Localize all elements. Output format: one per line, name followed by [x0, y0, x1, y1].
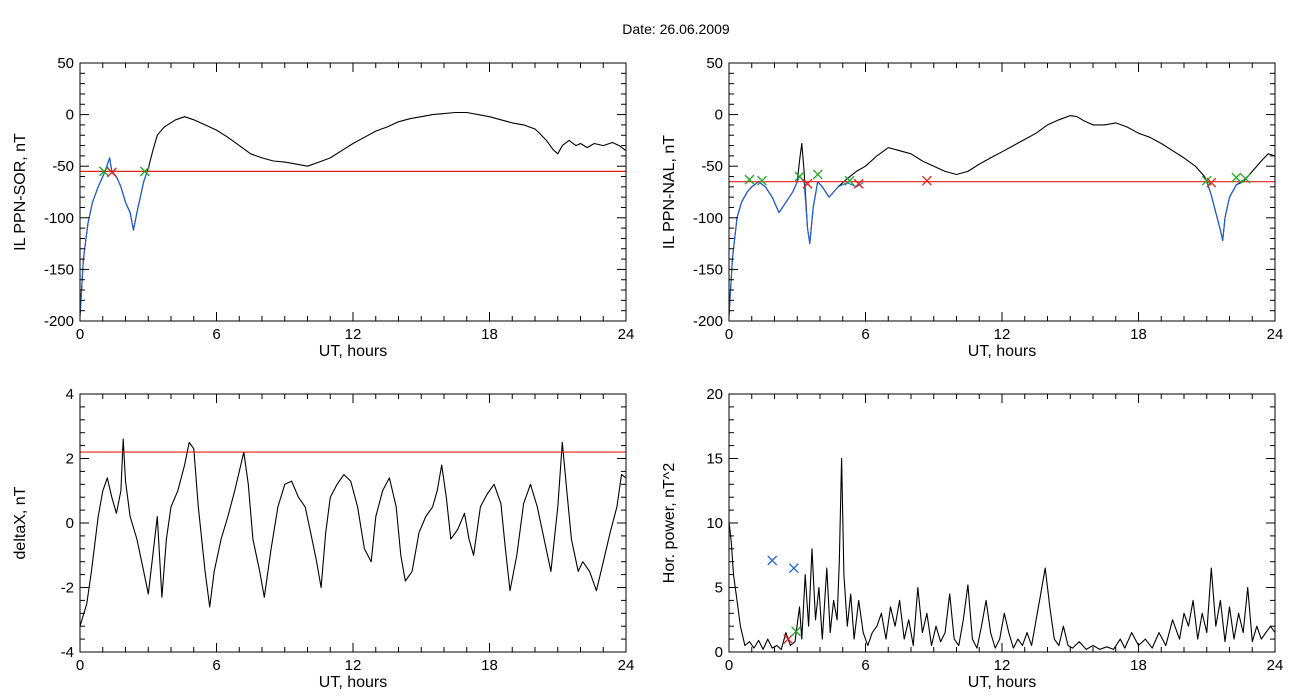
panel-p1: 0 6 12 18 24 -200 -150 -100 -50 0 50 UT, hours IL PP…: [12, 55, 634, 360]
y-tick-label-p1: 50: [57, 55, 74, 72]
series-line-p4-0: [729, 457, 1275, 650]
series-line-p1-0: [80, 111, 626, 316]
x-axis-label-p3: UT, hours: [319, 674, 387, 691]
x-tick-label-p3: 6: [212, 657, 220, 674]
marker-p4-0: [767, 555, 778, 566]
panel-p4: 0 6 12 18 24 0 5 10 15 20 UT, hours Hor. power, nT^…: [661, 386, 1283, 691]
y-tick-label-p4: 15: [706, 451, 723, 468]
x-tick-label-p2: 6: [861, 326, 869, 343]
x-tick-label-p1: 18: [481, 326, 498, 343]
plot-frame-p1: [79, 62, 627, 322]
marker-p2-5: [844, 175, 855, 186]
marker-p2-4: [812, 169, 823, 180]
x-tick-label-p2: 0: [725, 326, 733, 343]
x-tick-label-p3: 12: [345, 657, 362, 674]
x-tick-label-p1: 24: [618, 326, 635, 343]
y-axis-label-p1: IL PPN-SOR, nT: [12, 133, 29, 251]
x-tick-label-p1: 12: [345, 326, 362, 343]
marker-p2-7: [921, 175, 932, 186]
y-tick-label-p2: -150: [693, 261, 723, 278]
y-axis-label-p3: deltaX, nT: [12, 486, 29, 559]
y-tick-label-p2: 0: [715, 107, 723, 124]
figure-title: Date: 26.06.2009: [622, 21, 730, 37]
marker-p2-6: [853, 178, 864, 189]
y-tick-label-p1: -100: [44, 210, 74, 227]
y-tick-label-p4: 20: [706, 386, 723, 403]
plot-frame-p2: [728, 62, 1276, 322]
x-tick-label-p2: 12: [994, 326, 1011, 343]
y-tick-label-p2: -100: [693, 210, 723, 227]
y-tick-label-p1: -150: [44, 261, 74, 278]
x-tick-label-p4: 12: [994, 657, 1011, 674]
x-tick-label-p3: 0: [76, 657, 84, 674]
y-tick-label-p1: -50: [52, 158, 74, 175]
series-line-p2-2: [1206, 178, 1246, 242]
x-tick-label-p4: 24: [1267, 657, 1284, 674]
series-line-p2-1: [729, 175, 864, 316]
y-tick-label-p2: 50: [706, 55, 723, 72]
y-tick-label-p3: -2: [61, 580, 74, 597]
marker-p2-11: [1240, 173, 1251, 184]
x-axis-label-p1: UT, hours: [319, 343, 387, 360]
y-tick-label-p3: 4: [66, 386, 74, 403]
y-tick-label-p4: 5: [715, 580, 723, 597]
y-tick-label-p3: -4: [61, 644, 74, 661]
series-line-p2-0: [729, 115, 1275, 316]
marker-p1-0: [98, 166, 109, 177]
marker-p2-2: [794, 171, 805, 182]
x-tick-label-p2: 24: [1267, 326, 1284, 343]
y-tick-label-p4: 10: [706, 515, 723, 532]
x-tick-label-p2: 18: [1130, 326, 1147, 343]
x-tick-label-p4: 0: [725, 657, 733, 674]
marker-p1-1: [106, 167, 117, 178]
x-axis-label-p4: UT, hours: [968, 674, 1036, 691]
y-tick-label-p1: 0: [66, 107, 74, 124]
x-tick-label-p3: 24: [618, 657, 635, 674]
y-axis-label-p4: Hor. power, nT^2: [661, 463, 678, 584]
y-tick-label-p2: -50: [701, 158, 723, 175]
x-axis-label-p2: UT, hours: [968, 343, 1036, 360]
y-axis-label-p2: IL PPN-NAL, nT: [661, 135, 678, 249]
x-tick-label-p4: 18: [1130, 657, 1147, 674]
y-tick-label-p2: -200: [693, 313, 723, 330]
x-tick-label-p1: 0: [76, 326, 84, 343]
marker-p1-2: [139, 166, 150, 177]
marker-p2-3: [802, 178, 813, 189]
marker-p4-2: [783, 634, 794, 645]
y-tick-label-p3: 2: [66, 451, 74, 468]
plot-frame-p3: [79, 393, 627, 653]
marker-p2-9: [1206, 177, 1217, 188]
x-tick-label-p4: 6: [861, 657, 869, 674]
series-line-p1-1: [80, 157, 148, 316]
panel-p2: 0 6 12 18 24 -200 -150 -100 -50 0 50 UT, hours IL PP…: [661, 55, 1283, 360]
marker-p2-1: [757, 175, 767, 186]
marker-p2-0: [744, 174, 755, 185]
x-tick-label-p1: 6: [212, 326, 220, 343]
y-tick-label-p1: -200: [44, 313, 74, 330]
marker-p4-1: [788, 563, 799, 574]
marker-p2-10: [1231, 172, 1242, 183]
plot-frame-p4: [728, 393, 1276, 653]
y-tick-label-p4: 0: [715, 644, 723, 661]
series-line-p3-0: [80, 438, 626, 627]
y-tick-label-p3: 0: [66, 515, 74, 532]
marker-p4-3: [791, 626, 802, 637]
x-tick-label-p3: 18: [481, 657, 498, 674]
